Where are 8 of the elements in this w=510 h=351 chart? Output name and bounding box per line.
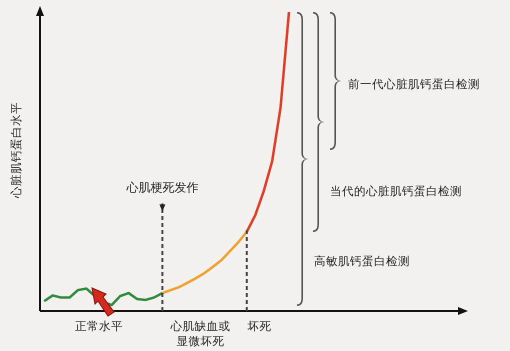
text: 坏死 — [247, 319, 272, 333]
annotation: 心肌梗死发作 — [125, 180, 198, 194]
text: 正常水平 — [74, 319, 124, 334]
annotation: 高敏肌钙蛋白检测 — [314, 254, 410, 268]
annotation: 当代的心脏肌钙蛋白检测 — [330, 184, 462, 198]
annotation: 前一代心脏肌钙蛋白检测 — [348, 77, 480, 92]
y-axis-title: 心脏肌钙蛋白水平 — [9, 102, 23, 199]
text: 心肌缺血或显微坏死 — [169, 319, 232, 349]
